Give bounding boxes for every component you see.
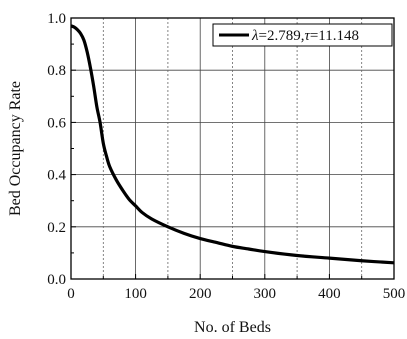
axis-ticks	[70, 17, 395, 280]
series-line	[70, 24, 395, 265]
grid-lines	[71, 18, 394, 279]
x-tick-label: 100	[124, 286, 147, 302]
y-tick-label: 0.8	[47, 63, 66, 79]
legend-lambda-value: =2.789,	[259, 28, 305, 44]
legend-tau-symbol: τ	[304, 28, 310, 44]
y-tick-label: 1.0	[47, 11, 66, 27]
x-tick-label: 200	[189, 286, 212, 302]
tick-labels: 0 100 200 300 400 500 0.0 0.2 0.4 0.6 0.8 1.0	[47, 11, 405, 302]
series-layer	[70, 24, 395, 265]
x-tick-label: 300	[254, 286, 277, 302]
legend-lambda-symbol: λ	[251, 28, 259, 44]
y-axis-title: Bed Occupancy Rate	[7, 81, 24, 216]
legend-box	[212, 23, 393, 47]
y-tick-label: 0.2	[47, 220, 66, 236]
y-tick-label: 0.6	[47, 115, 66, 131]
legend: λ=2.789,τ=11.148	[212, 23, 393, 47]
legend-entry-label: λ=2.789,τ=11.148	[251, 28, 359, 44]
y-tick-label: 0.0	[47, 272, 66, 288]
x-tick-label: 0	[67, 286, 75, 302]
x-tick-label: 400	[318, 286, 341, 302]
y-tick-label: 0.4	[47, 168, 66, 184]
legend-tau-value: =11.148	[310, 28, 359, 44]
x-tick-label: 500	[383, 286, 406, 302]
x-axis-title: No. of Beds	[194, 319, 271, 336]
